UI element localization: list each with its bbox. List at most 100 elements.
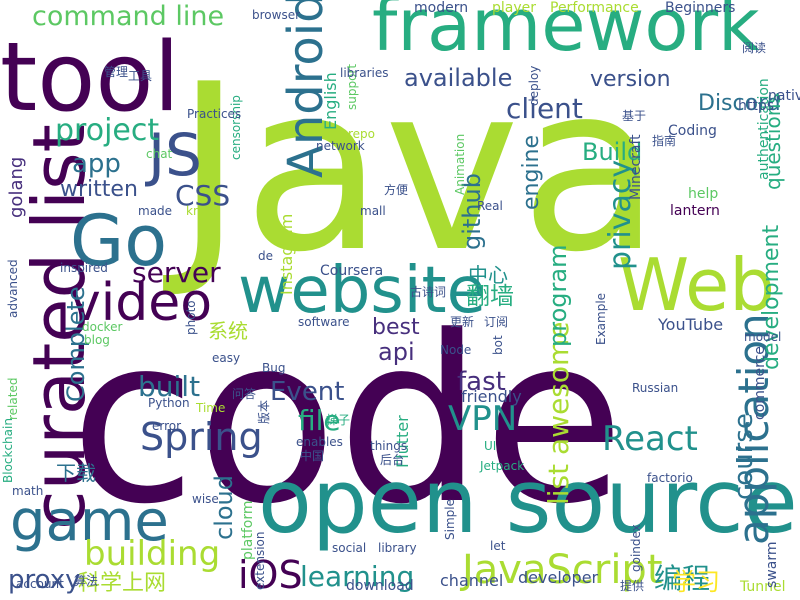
word-goindex: goindex bbox=[629, 524, 643, 572]
word-developer: developer bbox=[518, 568, 599, 587]
word-blog: blog bbox=[84, 333, 110, 347]
word-bug: Bug bbox=[262, 361, 285, 375]
word-java: Java bbox=[163, 36, 661, 303]
word-engine: engine bbox=[519, 135, 544, 210]
word-russian: Russian bbox=[632, 381, 678, 395]
word-repo: repo bbox=[348, 127, 375, 141]
word-mall: mall bbox=[360, 204, 386, 218]
word-advanced: advanced bbox=[6, 259, 20, 318]
word-support: support bbox=[345, 64, 359, 110]
word-cjk-138: 指南 bbox=[652, 133, 676, 148]
word-cjk-142: 算法 bbox=[74, 573, 98, 588]
word-available: available bbox=[404, 64, 512, 92]
word-cjk-129: 版本 bbox=[257, 400, 271, 424]
word-privacy: privacy bbox=[603, 160, 638, 270]
word-swarm: swarm bbox=[764, 542, 780, 588]
word-vpn: VPN bbox=[448, 399, 517, 439]
word-platform: platform bbox=[240, 501, 256, 561]
word-related: related bbox=[6, 378, 20, 420]
word-discord: Discord bbox=[698, 91, 781, 116]
word-best: best bbox=[372, 315, 420, 340]
word-version: version bbox=[590, 67, 671, 92]
word-cjk-51: 编程 bbox=[654, 562, 710, 595]
word-command-line: command line bbox=[32, 1, 224, 32]
word-social: social bbox=[332, 541, 366, 555]
word-cjk-143: 提供 bbox=[620, 578, 644, 593]
word-de: de bbox=[258, 249, 273, 263]
word-curated-list: curated list bbox=[17, 124, 101, 530]
word-extension: extension bbox=[253, 532, 267, 591]
word-tunnel: Tunnel bbox=[739, 579, 786, 595]
word-python: Python bbox=[148, 396, 190, 410]
word-ios: iOS bbox=[238, 553, 303, 597]
word-deploy: deploy bbox=[527, 66, 541, 106]
word-cjk-53: 科学上网 bbox=[78, 571, 166, 596]
word-github: github bbox=[458, 173, 486, 250]
word-friendly: friendly bbox=[461, 387, 522, 406]
word-things: things bbox=[370, 439, 407, 453]
word-server: server bbox=[132, 256, 221, 289]
word-cjk-133: 古诗词 bbox=[410, 284, 446, 299]
word-real: Real bbox=[477, 199, 503, 213]
word-photo: photo bbox=[184, 300, 198, 335]
word-help: help bbox=[688, 186, 718, 202]
word-cjk-52: 学习 bbox=[672, 568, 720, 596]
word-commerce: commerce bbox=[752, 346, 768, 420]
word-cjk-134: 更新 bbox=[450, 314, 474, 329]
word-bot: bot bbox=[491, 335, 505, 355]
word-node: Node bbox=[440, 343, 471, 357]
word-cjk-131: 梯子 bbox=[326, 413, 350, 427]
word-network: network bbox=[316, 139, 365, 153]
word-cjk-136: 方便 bbox=[384, 182, 408, 197]
word-cjk-128: 中国 bbox=[300, 448, 324, 463]
word-beginners: Beginners bbox=[665, 0, 735, 16]
word-download: download bbox=[346, 578, 414, 594]
word-spring: Spring bbox=[140, 415, 263, 459]
word-cjk-49: 翻墙 bbox=[466, 282, 514, 310]
word-performance: Performance bbox=[550, 0, 639, 16]
word-coding: Coding bbox=[668, 123, 717, 139]
word-library: library bbox=[378, 541, 417, 555]
word-player: player bbox=[492, 0, 536, 16]
word-video: video bbox=[70, 273, 212, 333]
word-blockchain: Blockchain bbox=[1, 418, 15, 483]
word-development: development bbox=[759, 224, 784, 370]
word-questions: questions bbox=[761, 93, 785, 190]
word-cjk-137: 基于 bbox=[622, 109, 646, 123]
word-cjk-139: 阅读 bbox=[742, 41, 766, 55]
word-minecraft: Minecraft bbox=[628, 134, 644, 200]
word-model: model bbox=[744, 330, 781, 344]
word-authentication: authentication bbox=[756, 78, 772, 180]
word-cjk-50: 中心 bbox=[468, 263, 508, 287]
word-cjk-135: 订阅 bbox=[484, 315, 508, 329]
word-native: native bbox=[768, 88, 800, 104]
word-wise: wise bbox=[192, 492, 219, 506]
word-android: Android bbox=[278, 0, 334, 178]
word-cloud: cloud bbox=[210, 475, 238, 540]
word-course: course bbox=[729, 413, 759, 500]
word-css: CSS bbox=[175, 179, 230, 212]
word-react: React bbox=[602, 419, 698, 459]
word-channel: channel bbox=[440, 571, 503, 590]
word-cjk-55: 系统 bbox=[208, 319, 248, 343]
word-libraries: libraries bbox=[340, 66, 388, 80]
word-modern: modern bbox=[414, 0, 468, 16]
word-example: Example bbox=[594, 293, 608, 345]
word-enables: enables bbox=[296, 435, 343, 449]
word-client: client bbox=[506, 92, 583, 125]
word-build: Build bbox=[582, 138, 642, 166]
word-math: math bbox=[12, 484, 43, 498]
word-program: program bbox=[544, 245, 572, 347]
word-made: made bbox=[138, 204, 172, 218]
word-javascript: JavaScript bbox=[459, 547, 663, 593]
word-account: account bbox=[16, 577, 64, 591]
word-let: let bbox=[490, 539, 506, 553]
word-instagram: Instagram bbox=[277, 214, 296, 295]
word-time: Time bbox=[195, 401, 225, 415]
word-open-source: open source bbox=[258, 450, 798, 553]
word-built: built bbox=[138, 370, 200, 403]
word-jetpack: Jetpack bbox=[479, 459, 524, 473]
word-learning: learning bbox=[300, 560, 414, 593]
word-fast: fast bbox=[457, 367, 506, 397]
